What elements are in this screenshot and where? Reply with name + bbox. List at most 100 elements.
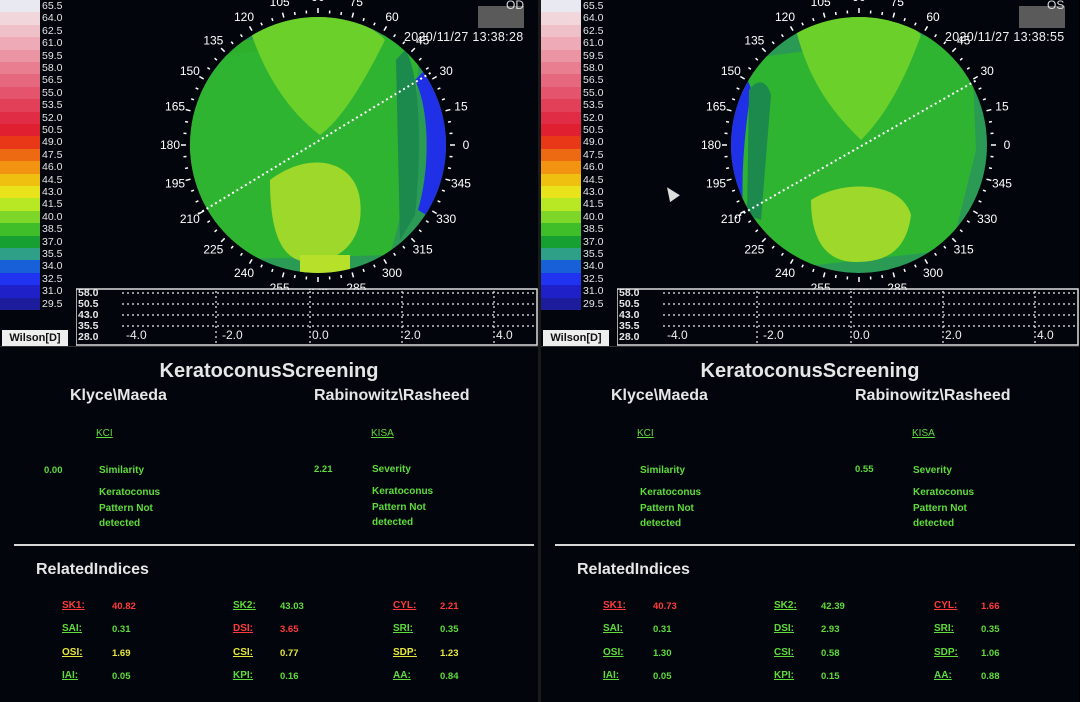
index-name[interactable]: AA: (393, 670, 411, 681)
scale-value: 37.0 (42, 235, 63, 248)
ring-tick (445, 178, 451, 182)
index-name[interactable]: SK2: (233, 600, 256, 611)
scale-value: 38.5 (583, 223, 604, 236)
scale-value: 35.5 (42, 248, 63, 260)
profile-x-label: -2.0 (763, 328, 784, 342)
kisa-link[interactable]: KISA (371, 428, 394, 439)
index-value: 1.30 (653, 648, 672, 659)
scale-value: 43.0 (583, 186, 604, 198)
profile-x-label: 4.0 (496, 328, 513, 342)
index-name[interactable]: SRI: (393, 623, 413, 634)
ring-tick (418, 57, 422, 61)
scale-swatch (0, 186, 40, 199)
index-name[interactable]: CSI: (233, 647, 253, 658)
scale-value: 46.0 (583, 161, 604, 174)
ring-tick (393, 33, 397, 38)
scale-swatch (0, 161, 40, 174)
scale-row: 56.5 (0, 74, 72, 87)
ring-tick (780, 252, 784, 257)
scale-label: Wilson[D] (2, 330, 68, 346)
index-value: 1.66 (981, 601, 1000, 612)
profile-y-label: 58.0 (619, 287, 640, 299)
index-name[interactable]: CSI: (774, 647, 794, 658)
topography-map[interactable]: 0 15 30 45 60 75 90 105 120 135 150 165 180 195 210 225… (160, 0, 480, 290)
scale-value: 61.0 (42, 37, 63, 50)
scale-swatch (0, 49, 40, 62)
ring-tick (206, 220, 211, 224)
index-name[interactable]: SDP: (934, 647, 958, 658)
separator (0, 346, 538, 347)
profile-y-label: 58.0 (78, 287, 99, 299)
topography-map[interactable]: 0 15 30 45 60 75 90 105 120 135 150 165 180 195 210 225… (701, 0, 1021, 290)
ring-tick (731, 189, 736, 192)
index-name[interactable]: SK1: (603, 600, 626, 611)
ring-tick (903, 268, 906, 273)
ring-tick (924, 25, 929, 32)
kci-result-1: Keratoconus (99, 487, 161, 498)
angle-label: 105 (270, 0, 290, 9)
kci-result-2: Pattern Not (640, 503, 694, 514)
index-name[interactable]: DSI: (774, 623, 794, 634)
scale-value: 53.5 (583, 99, 604, 112)
angle-label: 135 (744, 33, 764, 47)
ring-tick (340, 274, 343, 279)
index-name[interactable]: AA: (934, 670, 952, 681)
index-value: 40.73 (653, 601, 677, 612)
kci-link[interactable]: KCI (96, 428, 113, 439)
scale-swatch (541, 235, 581, 248)
kisa-result-3: detected (372, 517, 414, 528)
index-name[interactable]: KPI: (233, 670, 253, 681)
related-indices-title: RelatedIndices (36, 561, 149, 578)
divider-line (555, 544, 1075, 546)
scale-swatch (0, 99, 40, 112)
ring-tick (725, 120, 730, 123)
angle-label: 210 (180, 212, 200, 226)
kisa-link[interactable]: KISA (912, 428, 935, 439)
ring-tick (214, 57, 218, 61)
panel-divider (538, 0, 541, 702)
kisa-result-2: Pattern Not (372, 502, 426, 513)
index-name[interactable]: SRI: (934, 623, 954, 634)
ring-tick (801, 22, 804, 26)
ring-tick (736, 200, 740, 203)
scale-value: 55.0 (42, 86, 63, 99)
panel-od: 65.5 64.0 62.5 61.0 59.5 58.0 56.5 55.0 53.5 52.0… (0, 0, 538, 702)
index-name[interactable]: KPI: (774, 670, 794, 681)
ring-tick (892, 272, 896, 278)
index-value: 0.35 (440, 624, 459, 635)
scale-value: 59.5 (583, 49, 604, 62)
kci-link[interactable]: KCI (637, 428, 654, 439)
profile-y-label: 35.5 (619, 320, 640, 332)
ring-tick (834, 11, 837, 16)
scale-row: 55.0 (0, 86, 72, 100)
index-name[interactable]: SAI: (62, 623, 82, 634)
scale-row: 55.0 (541, 86, 613, 100)
index-name[interactable]: SK1: (62, 600, 85, 611)
index-name[interactable]: DSI: (233, 623, 253, 634)
kisa-result-1: Keratoconus (372, 486, 434, 497)
kisa-result-1: Keratoconus (913, 487, 975, 498)
mouse-cursor (662, 183, 680, 203)
angle-label: 105 (811, 0, 831, 9)
scale-swatch (0, 248, 40, 261)
scale-value: 32.5 (583, 272, 604, 285)
scale-row: 53.5 (541, 99, 613, 112)
index-name[interactable]: SAI: (603, 623, 623, 634)
index-name[interactable]: IAI: (62, 670, 79, 681)
scale-row: 47.5 (0, 148, 72, 162)
profile-x-label: -4.0 (667, 328, 688, 342)
angle-label: 90 (311, 0, 325, 4)
index-name[interactable]: IAI: (603, 670, 620, 681)
index-name[interactable]: CYL: (393, 600, 417, 611)
scale-value: 55.0 (583, 86, 604, 99)
index-name[interactable]: SK2: (774, 600, 797, 611)
ring-tick (959, 229, 963, 233)
index-name[interactable]: OSI: (603, 647, 624, 658)
scale-swatch (0, 136, 40, 149)
scale-row: 47.5 (541, 148, 613, 162)
index-name[interactable]: SDP: (393, 647, 417, 658)
index-name[interactable]: CYL: (934, 600, 958, 611)
index-name[interactable]: OSI: (62, 647, 83, 658)
scale-label: Wilson[D] (543, 330, 609, 346)
ring-tick (260, 264, 263, 268)
